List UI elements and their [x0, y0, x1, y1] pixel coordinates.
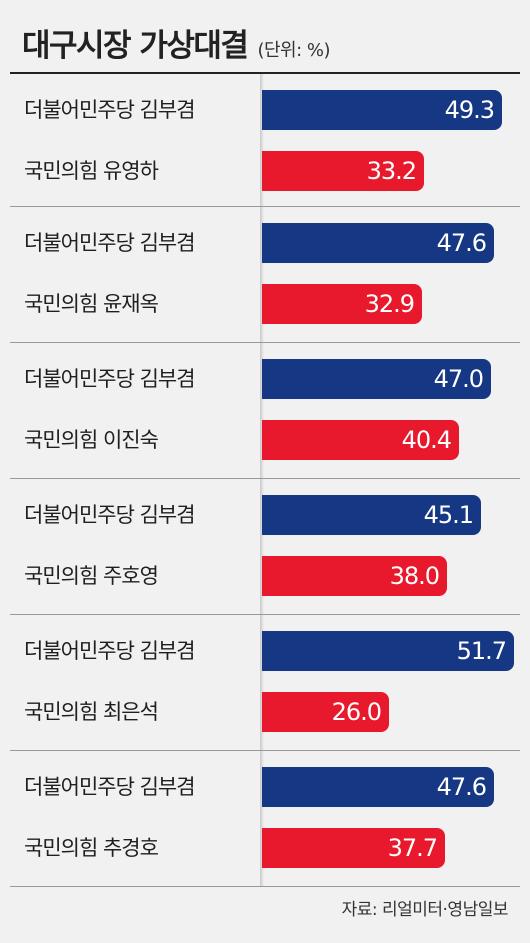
bar-row: 더불어민주당 김부겸 45.1	[10, 495, 520, 535]
value-label: 33.2	[366, 157, 417, 185]
bar-row: 더불어민주당 김부겸 51.7	[10, 631, 520, 671]
value-label: 37.7	[387, 834, 438, 862]
bar-row: 더불어민주당 김부겸 47.6	[10, 767, 520, 807]
group-separator	[10, 886, 520, 887]
candidate-label: 국민의힘 유영하	[24, 159, 159, 183]
axis-line	[260, 207, 264, 343]
group-separator	[10, 750, 520, 751]
bar-democratic: 47.0	[262, 359, 491, 399]
candidate-label: 국민의힘 추경호	[24, 836, 159, 860]
bar-democratic: 47.6	[262, 223, 494, 263]
bar-democratic: 47.6	[262, 767, 494, 807]
bar-row: 국민의힘 유영하 33.2	[10, 151, 520, 191]
bar-ppp: 33.2	[262, 151, 424, 191]
candidate-label: 더불어민주당 김부겸	[24, 503, 196, 527]
group-separator	[10, 206, 520, 207]
candidate-label: 더불어민주당 김부겸	[24, 367, 196, 391]
axis-line	[260, 615, 264, 751]
bar-row: 국민의힘 최은석 26.0	[10, 692, 520, 732]
matchup-group: 더불어민주당 김부겸 51.7 국민의힘 최은석 26.0	[10, 615, 520, 751]
bar-row: 국민의힘 이진숙 40.4	[10, 420, 520, 460]
bar-row: 더불어민주당 김부겸 47.6	[10, 223, 520, 263]
top-rule	[10, 72, 520, 74]
value-label: 51.7	[456, 637, 507, 665]
chart-title: 대구시장 가상대결	[22, 28, 249, 64]
value-label: 38.0	[389, 562, 440, 590]
source-note: 자료: 리얼미터·영남일보	[341, 900, 509, 920]
bar-row: 더불어민주당 김부겸 49.3	[10, 90, 520, 130]
value-label: 47.0	[433, 365, 484, 393]
matchup-group: 더불어민주당 김부겸 47.0 국민의힘 이진숙 40.4	[10, 343, 520, 479]
value-label: 40.4	[401, 426, 452, 454]
bar-ppp: 26.0	[262, 692, 389, 732]
candidate-label: 국민의힘 최은석	[24, 700, 159, 724]
matchup-group: 더불어민주당 김부겸 47.6 국민의힘 윤재옥 32.9	[10, 207, 520, 343]
title-row: 대구시장 가상대결 (단위: %)	[22, 20, 331, 65]
value-label: 26.0	[331, 698, 382, 726]
candidate-label: 국민의힘 이진숙	[24, 428, 159, 452]
group-separator	[10, 342, 520, 343]
candidate-label: 국민의힘 윤재옥	[24, 292, 159, 316]
bar-row: 국민의힘 추경호 37.7	[10, 828, 520, 868]
bar-row: 국민의힘 주호영 38.0	[10, 556, 520, 596]
group-separator	[10, 478, 520, 479]
bar-democratic: 49.3	[262, 90, 502, 130]
bar-row: 더불어민주당 김부겸 47.0	[10, 359, 520, 399]
unit-label: (단위: %)	[257, 40, 331, 61]
axis-line	[260, 343, 264, 479]
group-separator	[10, 614, 520, 615]
value-label: 32.9	[364, 290, 415, 318]
value-label: 45.1	[423, 501, 474, 529]
bar-row: 국민의힘 윤재옥 32.9	[10, 284, 520, 324]
bar-ppp: 37.7	[262, 828, 445, 868]
axis-line	[260, 74, 264, 207]
matchup-group: 더불어민주당 김부겸 49.3 국민의힘 유영하 33.2	[10, 74, 520, 207]
axis-line	[260, 479, 264, 615]
axis-line	[260, 751, 264, 887]
value-label: 47.6	[436, 229, 487, 257]
candidate-label: 더불어민주당 김부겸	[24, 639, 196, 663]
bar-democratic: 51.7	[262, 631, 514, 671]
bar-ppp: 32.9	[262, 284, 422, 324]
value-label: 49.3	[444, 96, 495, 124]
candidate-label: 더불어민주당 김부겸	[24, 98, 196, 122]
candidate-label: 더불어민주당 김부겸	[24, 231, 196, 255]
bar-democratic: 45.1	[262, 495, 481, 535]
matchup-group: 더불어민주당 김부겸 47.6 국민의힘 추경호 37.7	[10, 751, 520, 887]
matchup-group: 더불어민주당 김부겸 45.1 국민의힘 주호영 38.0	[10, 479, 520, 615]
bar-ppp: 38.0	[262, 556, 447, 596]
value-label: 47.6	[436, 773, 487, 801]
bar-chart: 더불어민주당 김부겸 49.3 국민의힘 유영하 33.2 더불어민주당 김부겸 47.6…	[10, 74, 520, 887]
bar-ppp: 40.4	[262, 420, 459, 460]
candidate-label: 국민의힘 주호영	[24, 564, 159, 588]
candidate-label: 더불어민주당 김부겸	[24, 775, 196, 799]
